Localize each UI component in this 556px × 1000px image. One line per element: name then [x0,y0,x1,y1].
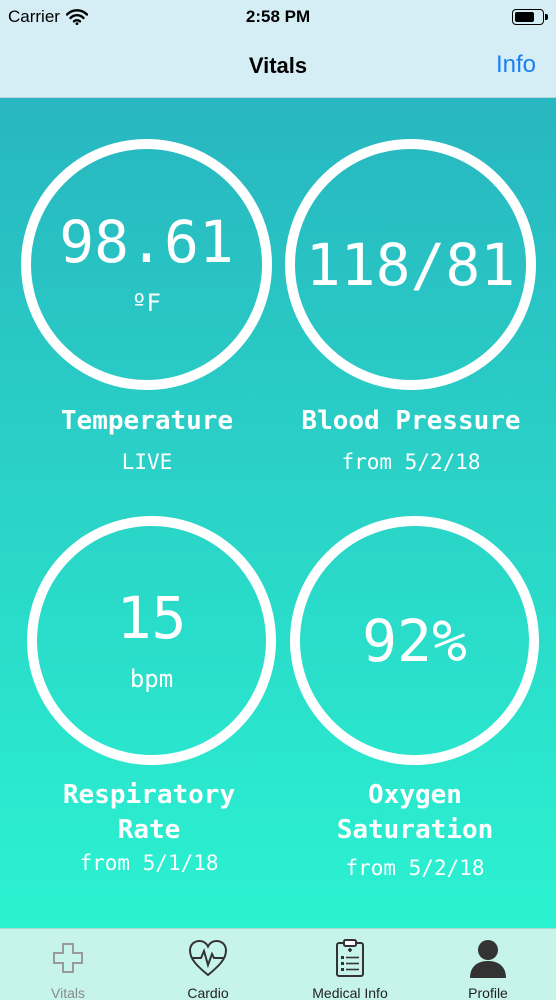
navigation-bar: Vitals Info [0,36,556,98]
medical-cross-icon [51,937,85,979]
carrier-label: Carrier [8,7,60,26]
tab-medical-info[interactable]: Medical Info [295,929,405,1000]
tab-profile-label: Profile [468,985,508,1000]
blood-pressure-ring[interactable]: 118/81 [285,139,536,390]
wifi-icon [65,9,88,25]
status-time: 2:58 PM [245,7,311,26]
temperature-ring[interactable]: 98.61 ºF [21,139,272,390]
blood-pressure-label: Blood Pressure [301,406,521,436]
temperature-label: Temperature [60,406,234,436]
respiratory-rate-label: Respiratory Rate [14,778,284,848]
info-button[interactable]: Info [495,51,536,78]
tab-vitals[interactable]: Vitals [20,929,116,1000]
blood-pressure-value: 118/81 [305,230,516,299]
vitals-dashboard: 98.61 ºF Temperature LIVE 118/81 Blood P… [0,98,556,928]
respiratory-rate-label-line2: Rate [117,815,181,845]
oxygen-saturation-value: 92% [362,606,467,675]
tab-medical-info-label: Medical Info [312,985,388,1000]
blood-pressure-sub: from 5/2/18 [341,450,481,474]
tab-vitals-label: Vitals [51,985,85,1000]
oxygen-saturation-sub: from 5/2/18 [345,856,485,880]
respiratory-rate-sub: from 5/1/18 [79,851,219,875]
tab-profile[interactable]: Profile [440,929,536,1000]
oxygen-saturation-label: Oxygen Saturation [280,778,550,848]
battery-fill [515,12,534,22]
respiratory-rate-ring[interactable]: 15 bpm [27,516,276,765]
tab-bar: Vitals Cardio Medical Info [0,928,556,1000]
page-title: Vitals [248,53,308,78]
status-left: Carrier [8,7,88,27]
status-bar: Carrier 2:58 PM [0,0,556,36]
tab-cardio[interactable]: Cardio [160,929,256,1000]
person-icon [468,937,508,979]
temperature-unit: ºF [132,288,161,317]
battery-indicator [512,9,548,25]
heart-pulse-icon [187,937,229,979]
respiratory-rate-value: 15 [116,583,187,652]
respiratory-rate-unit: bpm [129,664,174,693]
oxygen-saturation-label-line2: Saturation [336,815,494,845]
battery-icon [512,9,548,25]
temperature-sub: LIVE [121,450,173,474]
tab-cardio-label: Cardio [187,985,229,1000]
clipboard-icon [335,937,365,979]
oxygen-saturation-ring[interactable]: 92% [290,516,539,765]
respiratory-rate-label-line1: Respiratory [62,780,236,810]
temperature-value: 98.61 [59,207,234,276]
oxygen-saturation-label-line1: Oxygen [368,780,462,810]
